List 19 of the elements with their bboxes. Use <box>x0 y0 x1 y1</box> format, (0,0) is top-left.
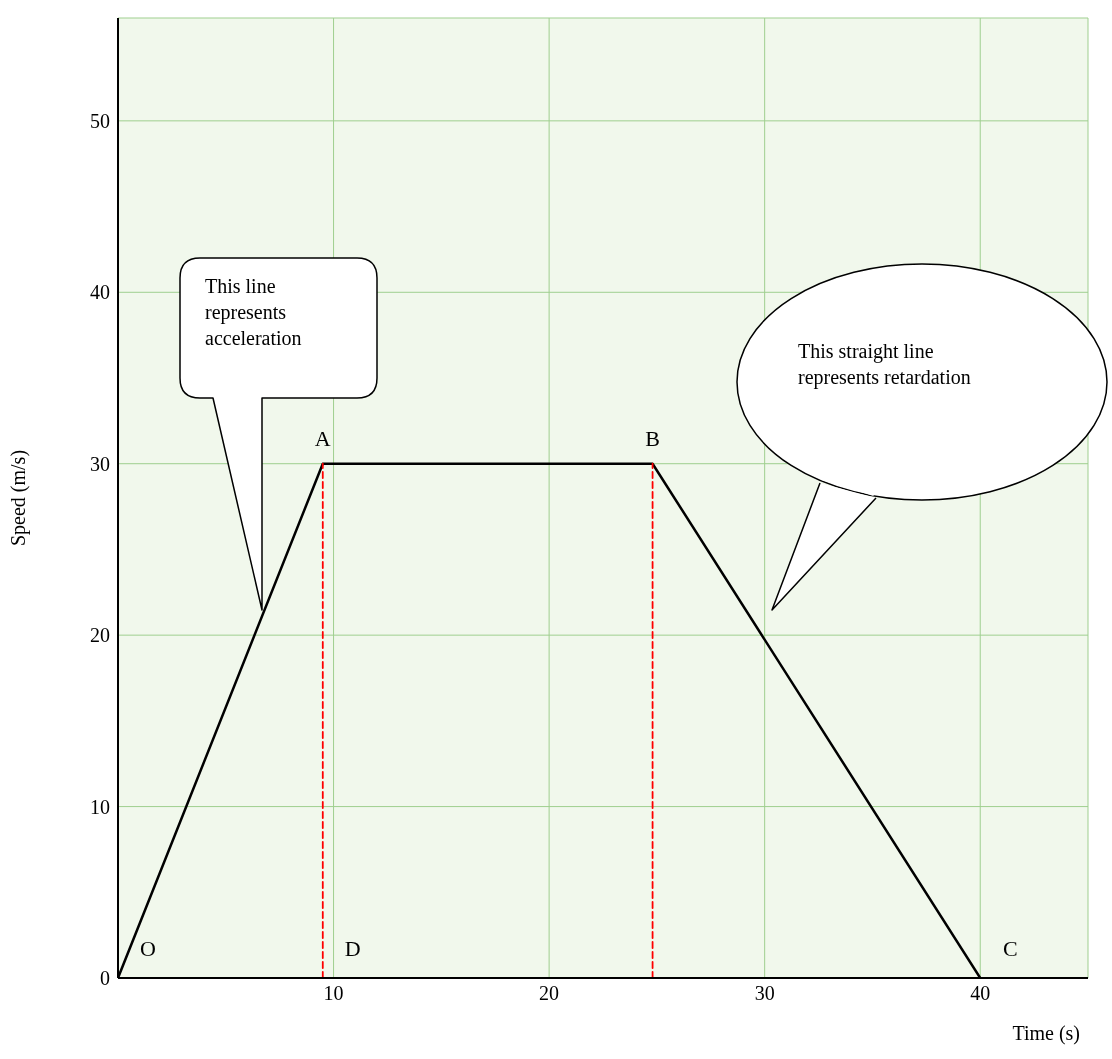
y-tick-label: 40 <box>90 281 110 304</box>
annotation: A <box>314 425 331 451</box>
annotation: D <box>344 936 361 961</box>
annotation: B <box>645 425 660 451</box>
y-tick-label: 50 <box>90 109 110 132</box>
y-tick-label: 0 <box>100 967 110 990</box>
annotation: C <box>1002 936 1018 961</box>
y-tick-label: 20 <box>90 624 110 647</box>
y-tick-label: 10 <box>90 795 110 818</box>
x-tick-label: 40 <box>970 982 991 1005</box>
annotation: This straight line represents retardation <box>798 339 972 390</box>
x-tick-label: 10 <box>323 982 344 1005</box>
y-tick-label: 30 <box>90 452 110 475</box>
x-tick-label: 30 <box>754 982 775 1005</box>
annotation: O <box>140 936 156 961</box>
y-axis-title: Speed (m/s) <box>7 449 31 547</box>
annotation: This line represents acceleration <box>205 274 303 351</box>
x-tick-label: 20 <box>539 982 560 1005</box>
x-axis-title: Time (s) <box>1012 1022 1080 1045</box>
